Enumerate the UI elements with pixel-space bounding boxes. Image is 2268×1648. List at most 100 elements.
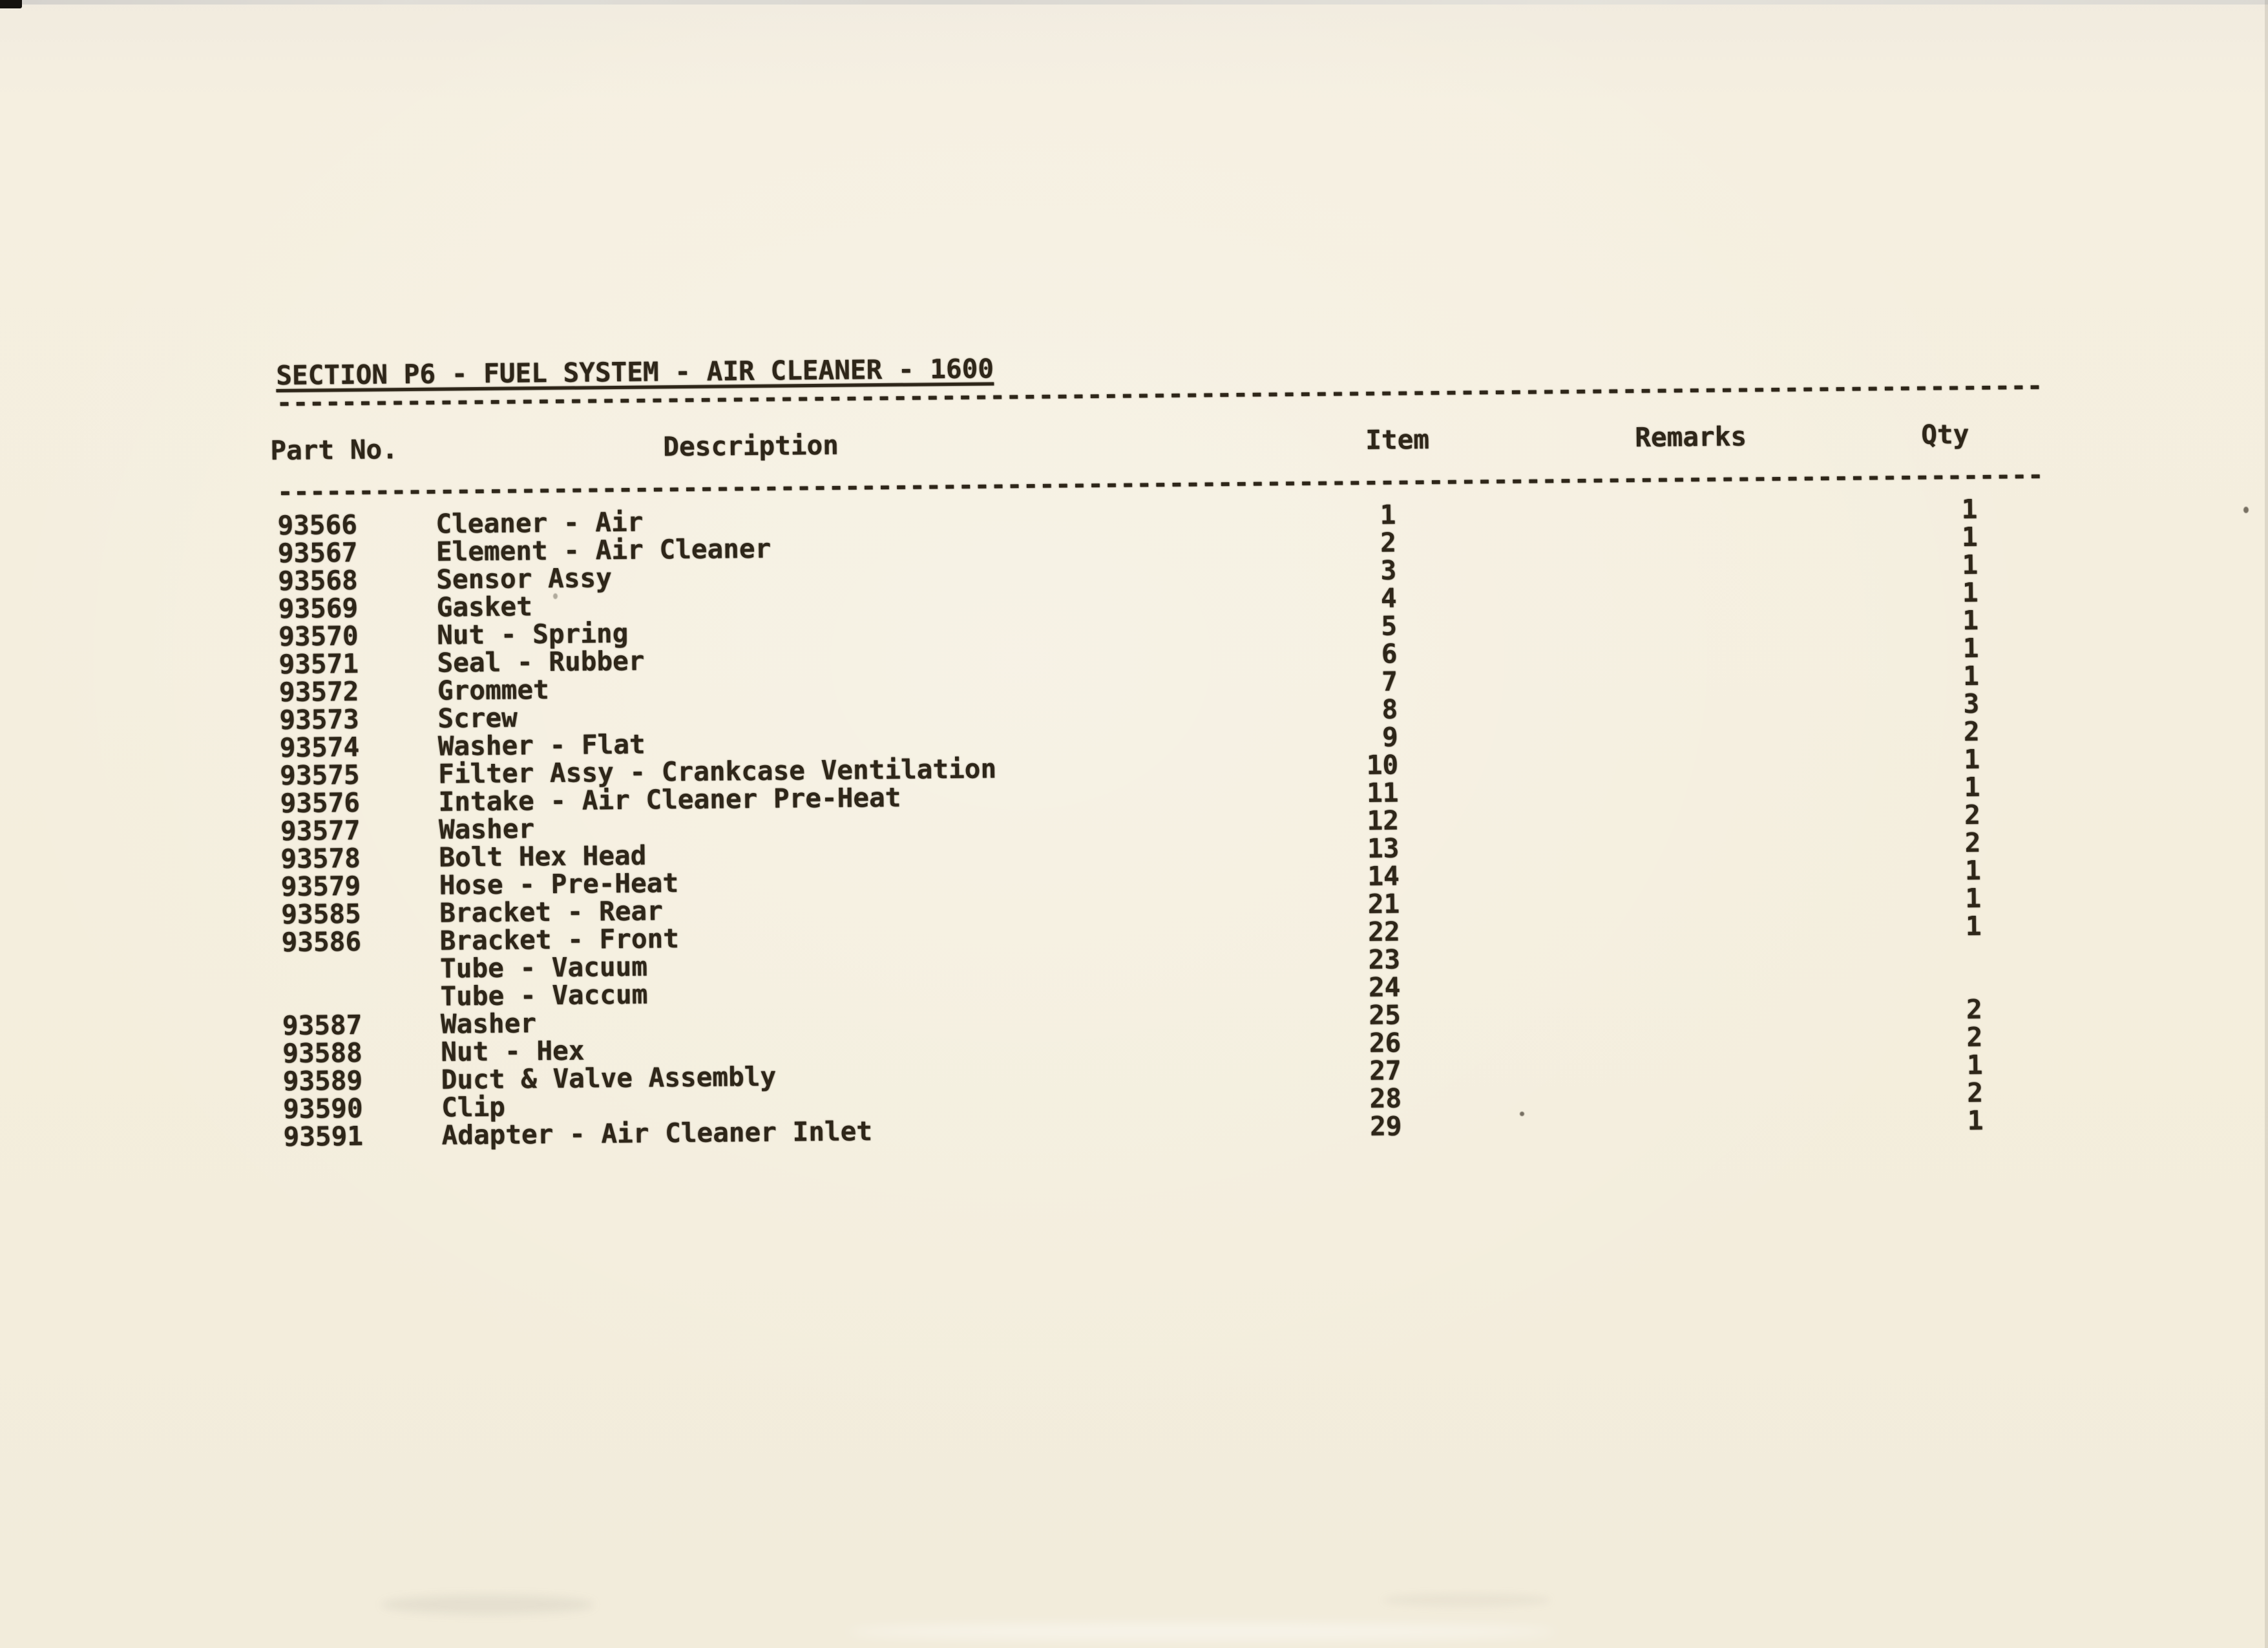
cell-part-no: 93589	[282, 1064, 363, 1097]
cell-part-no: 93587	[282, 1009, 362, 1041]
cell-part-no: 93572	[278, 675, 359, 708]
cell-item: 13	[1367, 832, 1400, 864]
cell-item: 26	[1369, 1027, 1402, 1059]
cell-item: 24	[1368, 971, 1401, 1003]
cell-description: Tube - Vacuum	[439, 951, 648, 984]
cell-description: Tube - Vaccum	[440, 978, 648, 1012]
cell-description: Bolt Hex Head	[439, 840, 647, 873]
scan-speckle	[553, 593, 558, 599]
cell-qty: 1	[1964, 743, 1980, 775]
cell-item: 28	[1369, 1083, 1402, 1114]
cell-part-no: 93576	[280, 787, 361, 819]
cell-qty: 3	[1963, 688, 1980, 719]
cell-qty: 1	[1964, 854, 1981, 886]
cell-description: Nut - Hex	[441, 1035, 585, 1068]
cell-part-no: 93570	[278, 620, 359, 652]
cell-part-no: 93577	[280, 814, 361, 847]
parts-table: 93566 Cleaner - Air 1 1 93567 Element - …	[277, 493, 2073, 1152]
scan-smudge	[381, 1595, 594, 1614]
cell-item: 5	[1381, 610, 1398, 642]
cell-qty: 1	[1962, 604, 1979, 636]
scan-smudge	[1383, 1594, 1551, 1607]
cell-item: 27	[1369, 1055, 1402, 1086]
column-header-remarks: Remarks	[1634, 421, 1747, 453]
cell-item: 9	[1381, 721, 1398, 753]
cell-part-no: 93579	[280, 870, 361, 902]
scan-speckle	[1520, 1112, 1524, 1116]
cell-part-no: 93578	[280, 842, 361, 874]
cell-part-no: 93574	[279, 731, 360, 763]
column-header-description: Description	[663, 429, 839, 463]
cell-description: Grommet	[437, 673, 549, 706]
cell-item: 29	[1369, 1110, 1402, 1142]
cell-description: Gasket	[436, 591, 532, 623]
cell-qty: 2	[1966, 1021, 1983, 1053]
cell-qty: 2	[1964, 827, 1981, 858]
cell-qty: 1	[1965, 882, 1982, 914]
cell-item: 2	[1380, 527, 1396, 558]
cell-qty: 1	[1962, 660, 1980, 692]
cell-description: Element - Air Cleaner	[436, 533, 772, 567]
cell-qty: 1	[1966, 1049, 1983, 1081]
cell-item: 12	[1367, 805, 1400, 836]
cell-part-no: 93566	[277, 509, 358, 541]
cell-item: 6	[1381, 638, 1398, 670]
cell-item: 7	[1381, 666, 1398, 697]
column-header-part-no: Part No.	[270, 434, 399, 467]
cell-qty: 2	[1966, 993, 1982, 1025]
cell-part-no: 93590	[282, 1092, 363, 1125]
cell-part-no: 93567	[277, 536, 358, 569]
cell-description: Nut - Spring	[436, 617, 629, 651]
cell-part-no: 93571	[278, 648, 359, 680]
cell-item: 21	[1367, 888, 1400, 920]
cell-qty: 1	[1962, 549, 1979, 580]
cell-qty: 1	[1965, 910, 1982, 942]
cell-qty: 1	[1962, 632, 1979, 664]
column-header-qty: Qty	[1920, 418, 1969, 450]
cell-description: Sensor Assy	[436, 562, 612, 595]
cell-description: Screw	[437, 702, 518, 734]
cell-qty: 2	[1967, 1077, 1984, 1108]
cell-item: 23	[1368, 944, 1401, 975]
cell-part-no: 93568	[278, 564, 358, 597]
cell-description: Washer - Flat	[437, 728, 646, 762]
cell-description: Duct & Valve Assembly	[441, 1061, 777, 1095]
cell-qty: 1	[1967, 1104, 1984, 1136]
cell-description: Adapter - Air Cleaner Inlet	[441, 1115, 873, 1151]
scan-smudge	[846, 1623, 1557, 1640]
cell-description: Clip	[441, 1091, 506, 1123]
cell-item: 25	[1369, 999, 1402, 1031]
scan-right-edge-shadow	[2265, 0, 2268, 1648]
column-header-item: Item	[1365, 423, 1430, 456]
cell-qty: 2	[1963, 715, 1980, 747]
cell-description: Cleaner - Air	[436, 506, 644, 540]
cell-part-no: 93569	[278, 592, 359, 624]
cell-qty: 2	[1964, 799, 1981, 830]
scan-corner-mark	[0, 0, 22, 8]
cell-item: 8	[1381, 693, 1398, 725]
cell-description: Seal - Rubber	[437, 645, 645, 679]
cell-qty: 1	[1961, 521, 1978, 553]
scan-speckle	[2243, 507, 2249, 513]
cell-item: 10	[1366, 749, 1399, 781]
cell-qty: 1	[1962, 576, 1979, 608]
cell-item: 1	[1380, 499, 1396, 531]
cell-qty: 1	[1961, 493, 1978, 525]
cell-item: 14	[1367, 860, 1400, 892]
cell-item: 4	[1380, 582, 1397, 614]
cell-part-no: 93585	[280, 898, 361, 930]
cell-part-no: 93591	[283, 1120, 364, 1152]
cell-item: 22	[1367, 916, 1400, 947]
cell-part-no: 93573	[279, 703, 359, 735]
cell-description: Bracket - Rear	[439, 895, 663, 929]
cell-qty: 1	[1964, 771, 1980, 803]
cell-description: Intake - Air Cleaner Pre-Heat	[438, 781, 901, 818]
scan-top-edge-artifact	[0, 0, 2268, 5]
cell-item: 3	[1380, 555, 1397, 586]
cell-part-no: 93575	[279, 759, 360, 791]
cell-part-no: 93586	[281, 925, 362, 958]
cell-description: Washer	[438, 813, 535, 845]
cell-part-no: 93588	[282, 1037, 362, 1069]
cell-item: 11	[1366, 777, 1399, 808]
